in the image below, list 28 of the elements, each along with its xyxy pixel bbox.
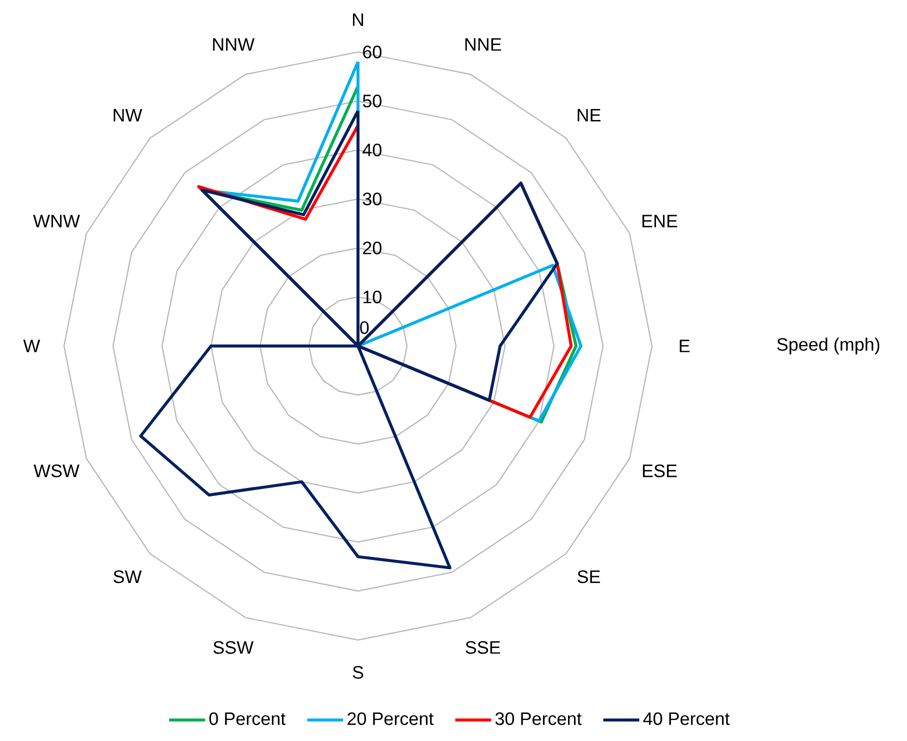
legend-label: 20 Percent	[348, 712, 434, 726]
y-tick-label: 10	[364, 290, 382, 304]
y-tick-label: 30	[362, 192, 382, 206]
spoke-label: SSE	[466, 641, 500, 654]
y-tick-label: 20	[363, 242, 382, 254]
legend-label: 30 Percent	[495, 712, 582, 726]
legend-label: 40 Percent	[643, 712, 730, 726]
spoke-label: ESE	[642, 464, 677, 478]
spoke-label: NNE	[465, 38, 502, 51]
spoke-label: S	[352, 666, 364, 679]
spoke-label: W	[23, 340, 40, 352]
spoke-label: SE	[578, 570, 600, 584]
text: Speed (mph)	[777, 338, 880, 354]
spoke-label: E	[680, 340, 690, 352]
legend-label: 0 Percent	[209, 712, 286, 726]
spoke-label: ENE	[642, 214, 678, 228]
y-tick-label: 40	[362, 144, 382, 156]
spoke-label: WNW	[33, 214, 80, 228]
y-tick-label: 60	[363, 46, 382, 58]
spoke-label: NW	[114, 109, 142, 122]
spoke-label: NE	[578, 109, 600, 122]
spoke-label: NNW	[213, 38, 255, 51]
spoke-label: SW	[114, 570, 142, 584]
y-tick-label: 0	[360, 321, 369, 334]
spoke-label: N	[352, 13, 364, 26]
y-tick-label: 50	[362, 94, 382, 108]
spoke-label: WSW	[34, 464, 80, 478]
spoke-label: SSW	[213, 641, 254, 654]
